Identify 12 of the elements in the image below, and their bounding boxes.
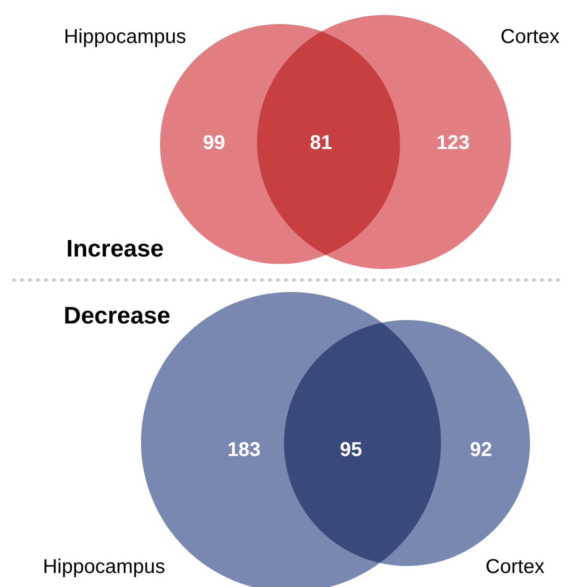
text: Cortex [500, 26, 560, 48]
data-label: 95 [340, 439, 362, 461]
text: Hippocampus [64, 26, 186, 48]
data-label: 92 [470, 439, 492, 461]
text: Decrease [64, 302, 170, 330]
text: Cortex [486, 556, 544, 578]
data-label: 123 [436, 132, 470, 154]
text: Increase [66, 236, 164, 262]
data-label: 99 [202, 132, 226, 154]
text: Hippocampus [42, 556, 166, 578]
data-label: 183 [227, 439, 261, 461]
data-label: 81 [310, 132, 332, 154]
